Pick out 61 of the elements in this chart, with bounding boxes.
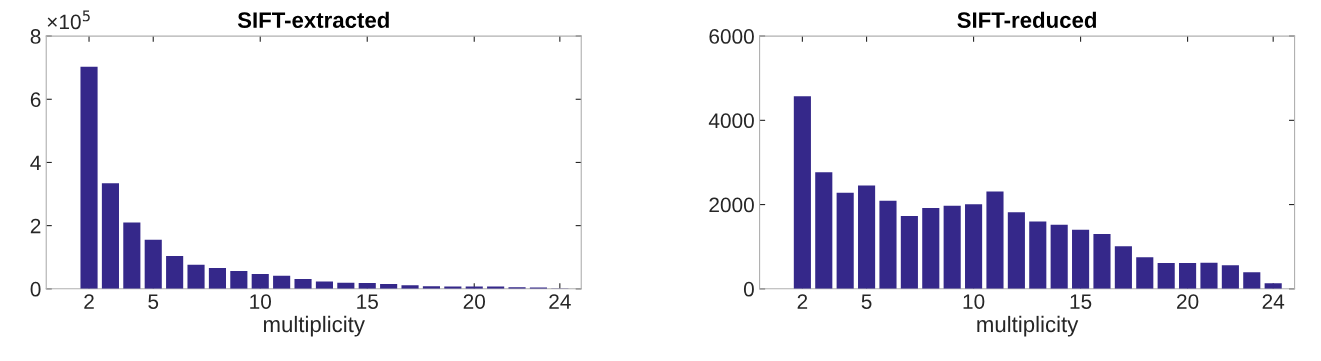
x-tick-label: 24	[1262, 294, 1285, 309]
x-axis-title: multiplicity	[263, 315, 365, 337]
bar	[1264, 283, 1282, 289]
bar	[965, 204, 983, 289]
bar	[1050, 224, 1068, 289]
bar	[1072, 229, 1090, 289]
x-tick-label: 5	[148, 294, 159, 309]
bar	[187, 264, 205, 289]
x-tick-label: 5	[861, 294, 872, 309]
bar	[858, 185, 876, 289]
text: ×10$^{5}$	[47, 10, 90, 30]
bar	[80, 66, 98, 289]
y-tick-label: 2000	[709, 197, 754, 213]
x-tick-label: 2	[84, 294, 94, 309]
bar	[1179, 263, 1197, 289]
bar	[815, 172, 833, 289]
bar	[123, 222, 141, 289]
bar	[986, 191, 1004, 289]
x-tick-label: 2	[797, 294, 808, 309]
bar	[793, 96, 811, 289]
y-tick-label: 6	[30, 92, 41, 108]
y-tick-label: 4000	[708, 113, 754, 129]
bar	[144, 239, 162, 289]
y-tick-label: 6000	[709, 29, 754, 44]
chart-title: SIFT-extracted	[237, 11, 389, 28]
bar	[836, 192, 854, 289]
x-tick-label: 15	[357, 294, 378, 309]
bar	[900, 215, 918, 289]
x-tick-label: 20	[1177, 294, 1199, 309]
bar	[101, 183, 119, 289]
bar	[943, 205, 961, 289]
y-tick-label: 2	[30, 218, 41, 234]
x-tick-label: 24	[549, 294, 571, 309]
bar	[1136, 257, 1154, 289]
y-tick-label: 8	[30, 29, 41, 44]
bar	[1157, 263, 1175, 289]
bar	[1200, 262, 1218, 289]
bar	[273, 275, 291, 289]
bar	[922, 207, 940, 289]
y-tick-label: 4	[30, 155, 41, 170]
bar	[166, 255, 184, 289]
x-tick-label: 10	[963, 294, 985, 309]
bar	[401, 285, 419, 289]
x-tick-label: 15	[1070, 294, 1092, 309]
chart-title: SIFT-reduced	[957, 11, 1096, 28]
y-tick-label: 0	[743, 281, 754, 297]
bar	[879, 200, 897, 289]
x-axis-title: multiplicity	[977, 315, 1079, 337]
x-tick-label: 10	[250, 294, 272, 309]
y-tick-label: 0	[30, 281, 41, 297]
bar	[1243, 272, 1261, 289]
x-tick-label: 20	[463, 294, 486, 309]
bar	[294, 279, 312, 289]
bar	[1221, 265, 1239, 289]
bar	[230, 271, 248, 289]
bar	[251, 273, 269, 289]
bar	[1093, 234, 1111, 289]
bar	[1007, 212, 1025, 289]
bar	[1114, 246, 1132, 289]
bar	[1029, 221, 1047, 289]
bar	[208, 267, 226, 289]
